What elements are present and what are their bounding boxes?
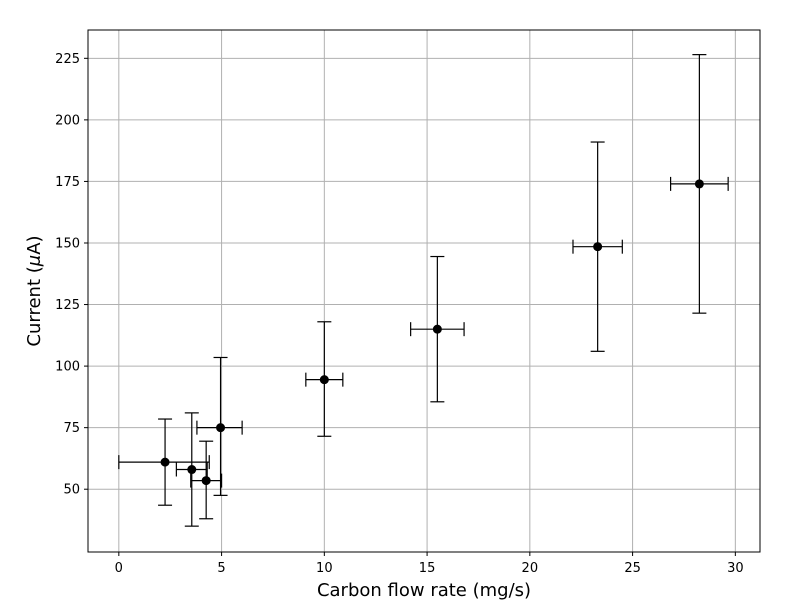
data-point <box>187 465 197 475</box>
plot-area-frame <box>87 29 761 553</box>
y-axis-label: Current (μA) <box>24 235 45 346</box>
y-tick-label: 100 <box>55 360 80 375</box>
x-tick-label: 20 <box>522 561 539 576</box>
x-tick-label: 10 <box>316 561 333 576</box>
x-tick-label: 15 <box>419 561 436 576</box>
grid <box>88 30 760 552</box>
axis-ticks: 0 5 10 15 20 25 30 50 75 100 125 150 175 200 225 <box>55 52 743 576</box>
data-point <box>593 242 603 252</box>
data-point <box>432 324 442 334</box>
y-tick-label: 200 <box>55 113 80 128</box>
x-tick-label: 30 <box>727 561 744 576</box>
data-markers <box>160 179 704 486</box>
y-tick-label: 175 <box>55 175 80 190</box>
data-point <box>160 457 170 467</box>
data-point <box>201 476 211 486</box>
y-axis-label-mu: μ <box>24 255 45 267</box>
y-tick-label: 75 <box>63 421 80 436</box>
y-axis-label-tail: A) <box>24 235 45 254</box>
y-axis-label-main: Current ( <box>24 266 45 346</box>
y-tick-label: 225 <box>55 52 80 67</box>
y-tick-label: 150 <box>55 236 80 251</box>
x-tick-label: 0 <box>115 561 123 576</box>
y-tick-label: 50 <box>63 483 80 498</box>
x-tick-label: 25 <box>624 561 641 576</box>
y-tick-label: 125 <box>55 298 80 313</box>
data-point <box>216 423 226 433</box>
data-point <box>694 179 704 189</box>
x-tick-label: 5 <box>217 561 225 576</box>
data-point <box>319 375 329 385</box>
x-axis-label: Carbon flow rate (mg/s) <box>317 580 531 600</box>
